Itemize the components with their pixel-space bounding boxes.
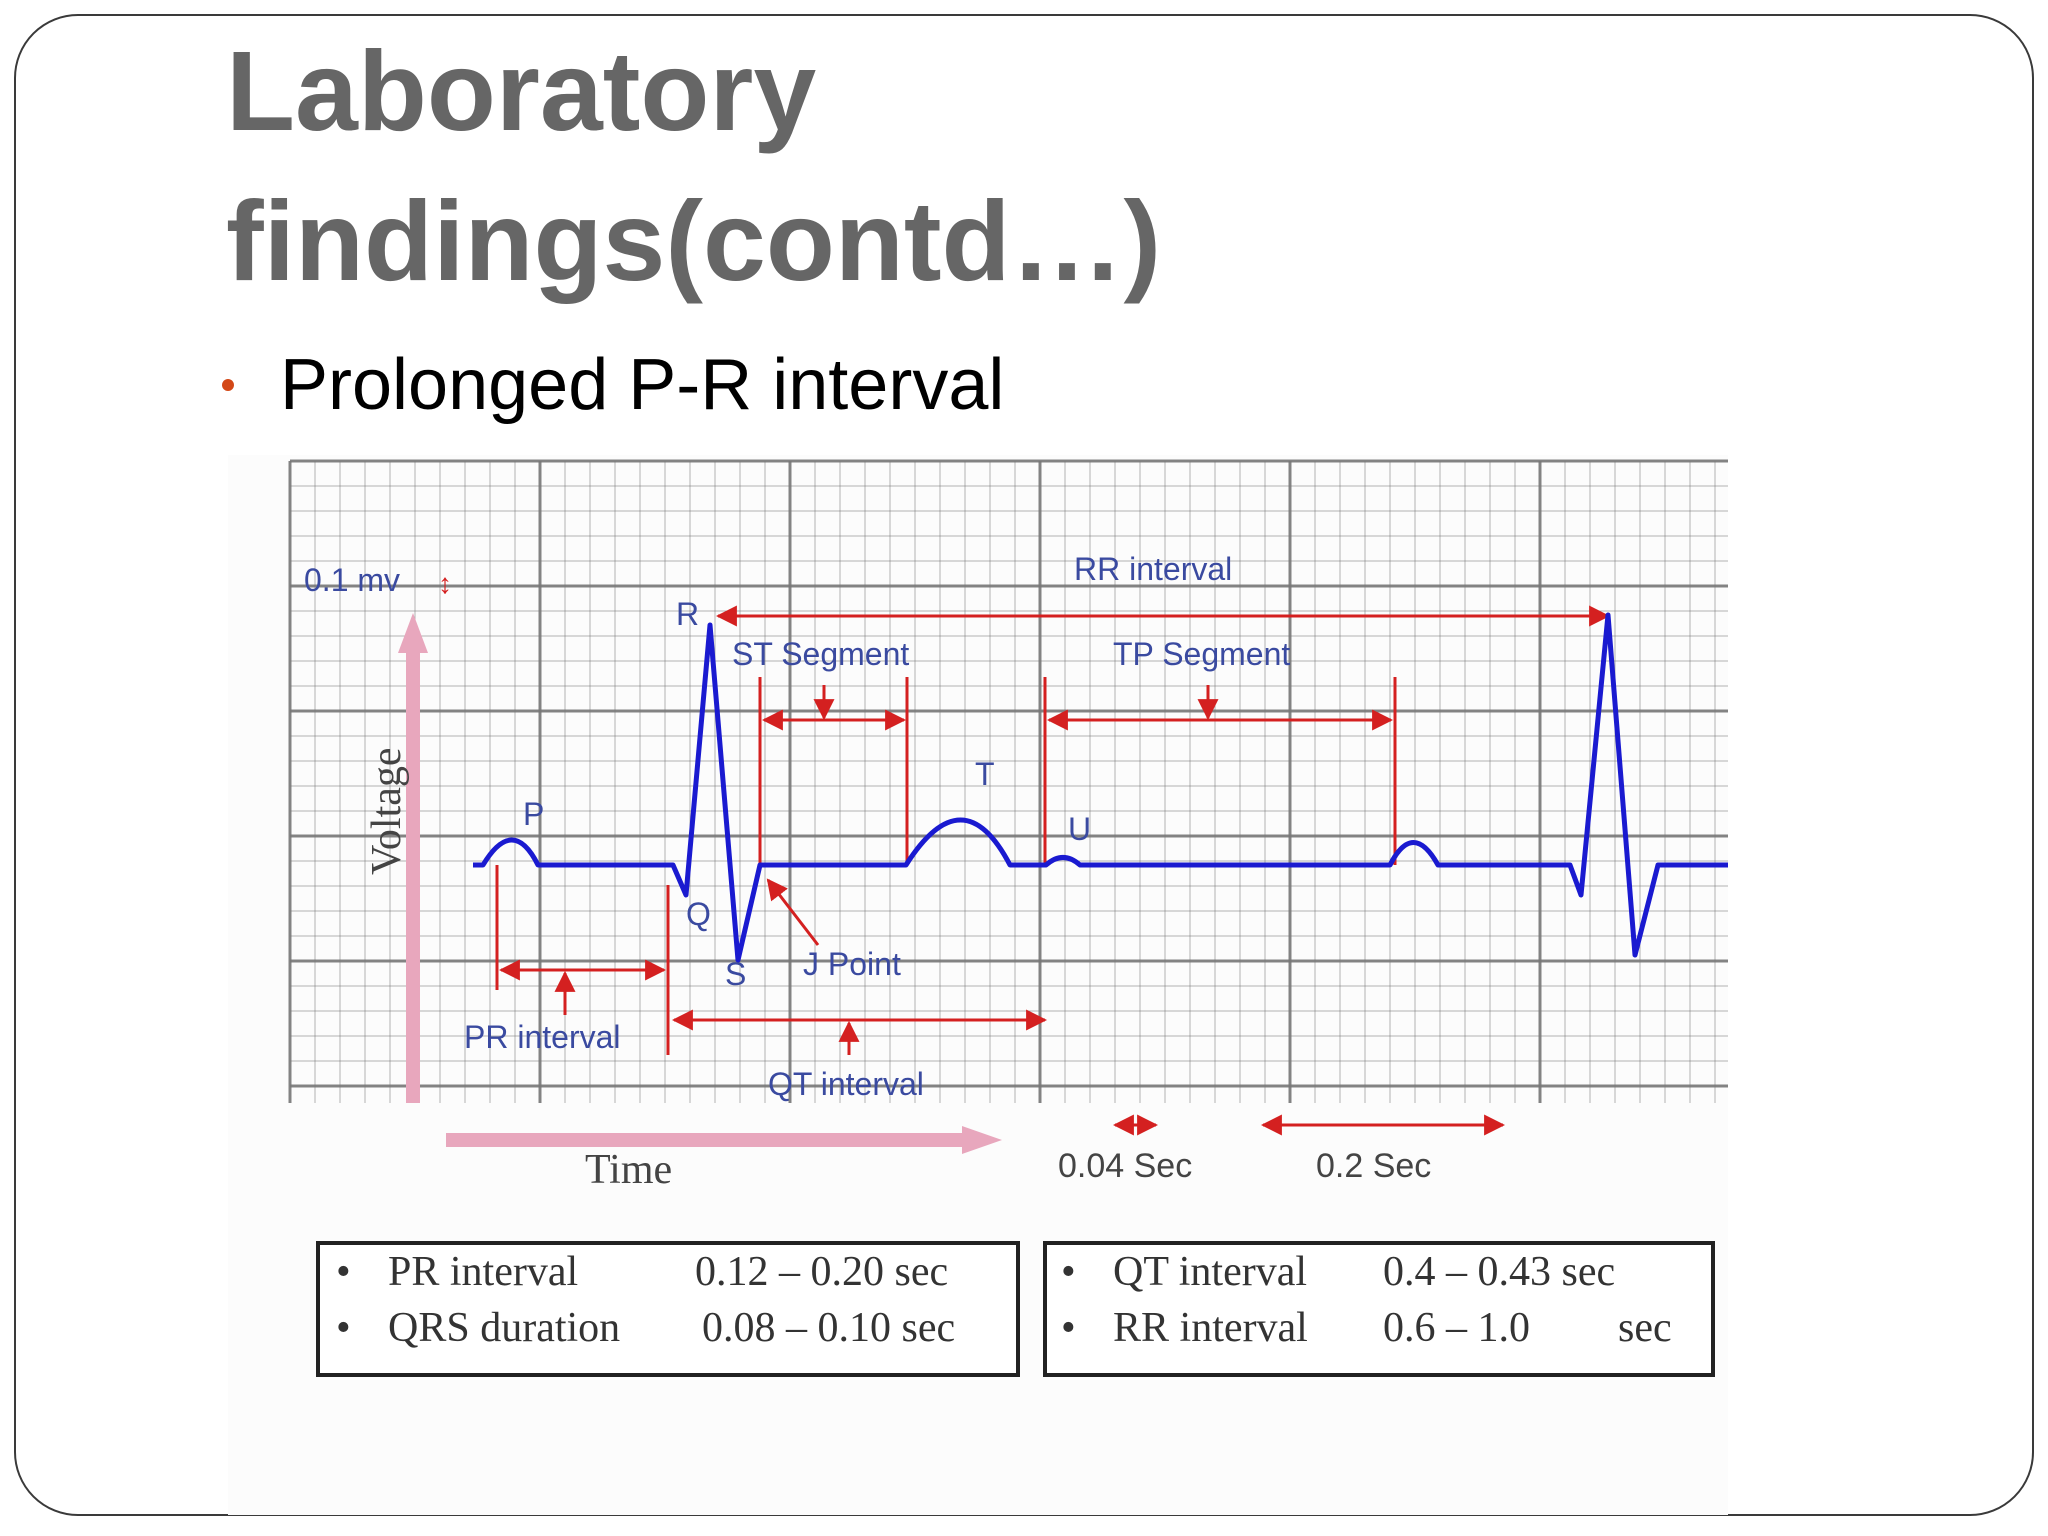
interval-markers [495, 605, 1611, 1136]
j-point-label: J Point [803, 946, 901, 982]
time-label: Time [585, 1147, 672, 1193]
reference-range: 0.12 – 0.20 sec [695, 1249, 948, 1295]
reference-name: QT interval [1113, 1249, 1307, 1295]
voltage-axis-arrow [398, 613, 428, 1103]
slide-title: Laboratory findings(contd…) [226, 28, 1162, 304]
bullet-text: Prolonged P-R interval [280, 345, 1005, 425]
pr-interval-label: PR interval [464, 1019, 621, 1055]
large-box-duration-label: 0.2 Sec [1316, 1147, 1431, 1185]
wave-label-p: P [523, 796, 544, 832]
reference-name: RR interval [1113, 1305, 1308, 1351]
ecg-trace [473, 612, 1728, 963]
reference-unit: sec [1618, 1305, 1672, 1351]
table-bullet: • [1061, 1305, 1076, 1351]
reference-table-right: • QT interval 0.4 – 0.43 sec • RR interv… [1043, 1241, 1715, 1377]
reference-range: 0.6 – 1.0 [1383, 1305, 1530, 1351]
reference-name: PR interval [388, 1249, 578, 1295]
bullet-item: Prolonged P-R interval [222, 340, 1004, 430]
amplitude-label: 0.1 mv [304, 562, 400, 598]
ecg-diagram: 0.1 mv ↕ Voltage R P Q S T U RR interval… [288, 459, 1728, 1377]
wave-label-s: S [725, 956, 746, 992]
ecg-figure: 0.1 mv ↕ Voltage R P Q S T U RR interval… [228, 455, 1728, 1515]
amplitude-arrow-icon: ↕ [438, 568, 452, 599]
ecg-grid [288, 459, 1728, 1103]
small-box-duration-label: 0.04 Sec [1058, 1147, 1192, 1185]
wave-label-r: R [676, 596, 699, 632]
wave-label-u: U [1068, 811, 1091, 847]
table-bullet: • [336, 1249, 351, 1295]
time-axis-arrow [446, 1126, 1002, 1154]
reference-name: QRS duration [388, 1305, 620, 1351]
voltage-label: Voltage [364, 747, 410, 875]
tp-segment-label: TP Segment [1113, 636, 1290, 672]
rr-interval-label: RR interval [1074, 551, 1232, 587]
wave-label-t: T [975, 756, 995, 792]
wave-label-q: Q [686, 896, 711, 932]
table-bullet: • [1061, 1249, 1076, 1295]
bullet-marker [222, 379, 234, 391]
reference-range: 0.08 – 0.10 sec [702, 1305, 955, 1351]
st-segment-label: ST Segment [732, 636, 909, 672]
reference-table-left: • PR interval 0.12 – 0.20 sec • QRS dura… [316, 1241, 1020, 1377]
table-bullet: • [336, 1305, 351, 1351]
qt-interval-label: QT interval [768, 1066, 924, 1102]
reference-range: 0.4 – 0.43 sec [1383, 1249, 1615, 1295]
